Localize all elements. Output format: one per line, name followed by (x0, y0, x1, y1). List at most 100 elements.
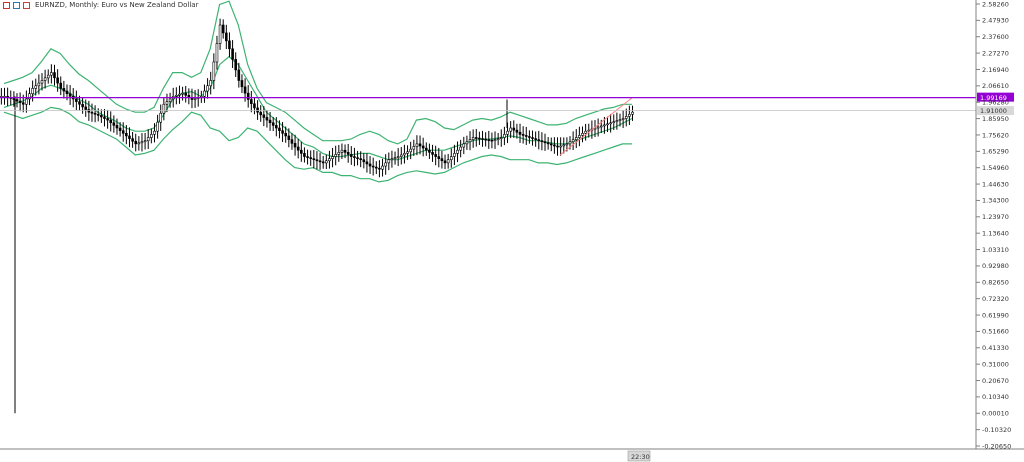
candle-body (296, 146, 300, 151)
candle-body (281, 130, 284, 134)
candle-body (209, 80, 213, 87)
candle-body (521, 134, 525, 136)
price-tick-label: 0.61990 (982, 311, 1009, 319)
candle-body (100, 115, 103, 118)
candle-body (156, 121, 159, 132)
candle-body (150, 134, 153, 138)
candle-body (128, 135, 131, 139)
candle-body (112, 122, 116, 126)
chart-type-icon[interactable] (13, 1, 20, 9)
candle-body (250, 99, 253, 105)
candle-body (581, 133, 584, 136)
candle-body (134, 140, 138, 145)
candle-body (424, 147, 428, 151)
candle-body (375, 166, 378, 169)
candle-body (443, 160, 447, 164)
candle-body (137, 142, 141, 145)
candle-body (387, 159, 391, 164)
candle-body (531, 137, 534, 139)
candle-body (78, 101, 81, 105)
candle-body (56, 77, 59, 84)
candle-body (415, 143, 419, 147)
candle-body (434, 154, 437, 157)
candle-body (93, 112, 97, 115)
candle-body (503, 134, 506, 138)
price-tick-label: 2.06610 (982, 82, 1009, 90)
candle-body (493, 139, 497, 141)
candle-body (243, 86, 247, 94)
candle-body (421, 145, 425, 149)
candle-body (109, 119, 113, 124)
price-tick-label: 2.37600 (982, 33, 1009, 41)
candle-body (321, 161, 325, 164)
price-tick-label: 1.96280 (982, 99, 1009, 107)
candle-body (468, 139, 472, 143)
candle-body (393, 157, 397, 159)
candle-body (240, 80, 244, 88)
candle-body (368, 163, 372, 167)
candle-body (153, 130, 156, 135)
candle-body (599, 125, 603, 128)
candle-body (381, 165, 384, 170)
trend-line (559, 97, 633, 156)
time-cursor-label: 22:30 (631, 453, 650, 461)
price-tick-label: 1.65290 (982, 148, 1009, 156)
candle-body (449, 156, 453, 161)
candle-body (453, 153, 456, 157)
candle-body (490, 139, 494, 142)
indicator-icon[interactable] (23, 1, 30, 9)
candle-body (162, 103, 166, 114)
candle-body (234, 59, 238, 71)
candle-body (559, 145, 562, 148)
candle-body (318, 160, 322, 163)
candle-body (528, 136, 531, 138)
candle-body (487, 139, 491, 141)
candle-body (146, 137, 150, 141)
price-tick-label: 2.47930 (982, 17, 1009, 25)
candle-body (53, 72, 56, 79)
candle-body (399, 154, 403, 157)
candle-body (562, 144, 566, 147)
candle-body (437, 156, 441, 159)
candle-body (496, 138, 500, 140)
price-tick-label: 1.34300 (982, 197, 1009, 205)
candle-body (334, 154, 337, 157)
bid-price-tag (977, 106, 1014, 116)
candle-body (28, 93, 31, 100)
candle-body (165, 101, 169, 105)
candle-body (446, 159, 450, 164)
candle-body (621, 118, 625, 120)
candle-body (18, 100, 22, 103)
candle-body (484, 138, 487, 141)
candle-body (278, 127, 281, 131)
candle-body (409, 148, 412, 153)
candle-body (631, 111, 634, 115)
candle-body (271, 122, 275, 126)
candle-body (537, 139, 541, 141)
candle-body (340, 149, 344, 153)
candle-body (168, 98, 172, 102)
candle-body (587, 129, 591, 132)
price-tick-label: 1.03310 (982, 246, 1009, 254)
candle-body (115, 125, 119, 129)
price-tick-label: 0.10340 (982, 393, 1009, 401)
price-tick-label: 2.27270 (982, 49, 1009, 57)
candle-body (256, 107, 259, 113)
candle-body (440, 158, 444, 162)
price-tick-label: 0.20670 (982, 377, 1009, 385)
candle-body (384, 162, 387, 167)
candle-body (212, 61, 216, 81)
candle-body (353, 156, 356, 158)
candle-body (549, 143, 553, 146)
candle-body (328, 158, 331, 162)
candle-body (15, 99, 19, 102)
symbol-icon[interactable] (3, 1, 10, 9)
candle-body (84, 106, 88, 110)
candle-body (178, 93, 181, 96)
candle-body (40, 80, 44, 84)
candle-body (37, 82, 41, 87)
candle-body (565, 143, 569, 146)
candle-body (390, 158, 394, 161)
